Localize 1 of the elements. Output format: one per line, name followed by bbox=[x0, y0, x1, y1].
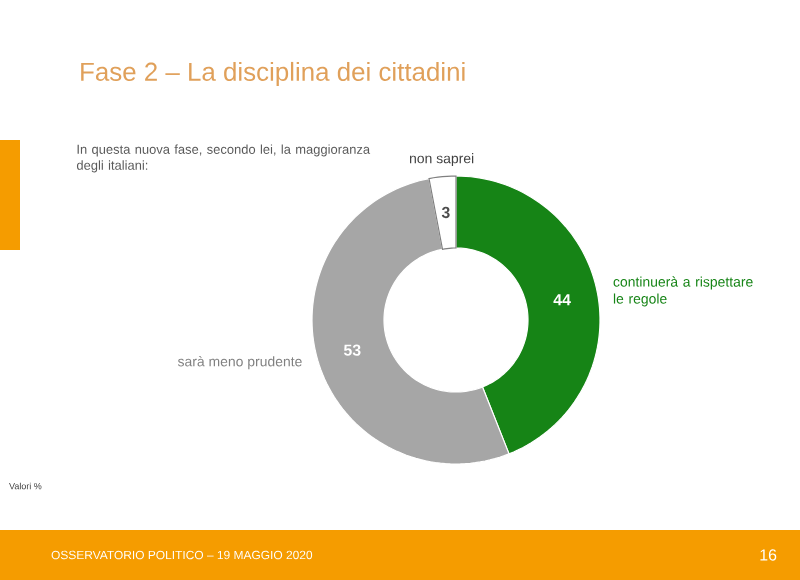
chart-title: Fase 2 – La disciplina dei cittadini bbox=[81, 61, 465, 87]
